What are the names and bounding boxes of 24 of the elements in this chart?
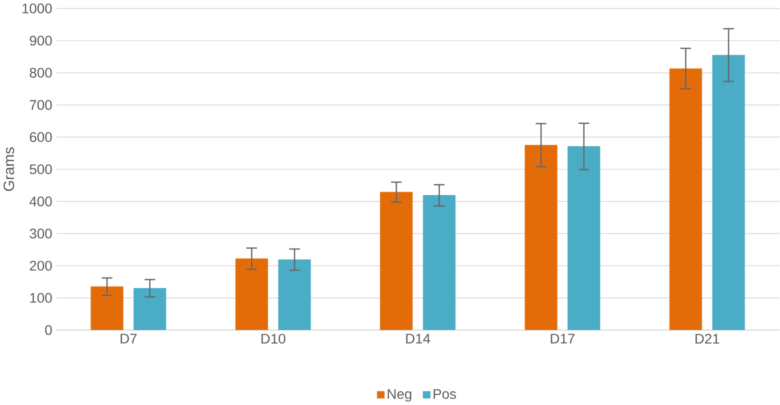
x-tick-label: D21	[696, 334, 720, 344]
y-tick-label: 700	[30, 100, 52, 110]
legend-label: Neg	[388, 389, 412, 402]
bar	[712, 55, 745, 330]
legend-label: Pos	[434, 389, 456, 400]
x-tick-label: D7	[120, 334, 137, 344]
y-tick-label: 400	[30, 196, 52, 207]
y-tick-label: 800	[30, 68, 52, 78]
y-tick-label: 300	[30, 228, 52, 239]
x-tick-label: D10	[262, 334, 286, 344]
y-tick-label: 0	[45, 325, 52, 336]
x-tick-label: D14	[406, 334, 430, 344]
y-tick-label: 1000	[22, 4, 52, 14]
bar	[134, 288, 166, 330]
y-tick-label: 100	[30, 293, 52, 303]
bar	[422, 195, 456, 330]
x-tick-label: D17	[550, 334, 574, 344]
y-tick-label: 200	[30, 261, 52, 271]
y-tick-label: 500	[30, 164, 52, 174]
bar	[278, 260, 311, 330]
y-tick-label: 900	[30, 36, 52, 46]
y-axis-title: Grams	[4, 148, 14, 192]
y-tick-label: 600	[30, 132, 52, 142]
bar	[568, 146, 600, 330]
